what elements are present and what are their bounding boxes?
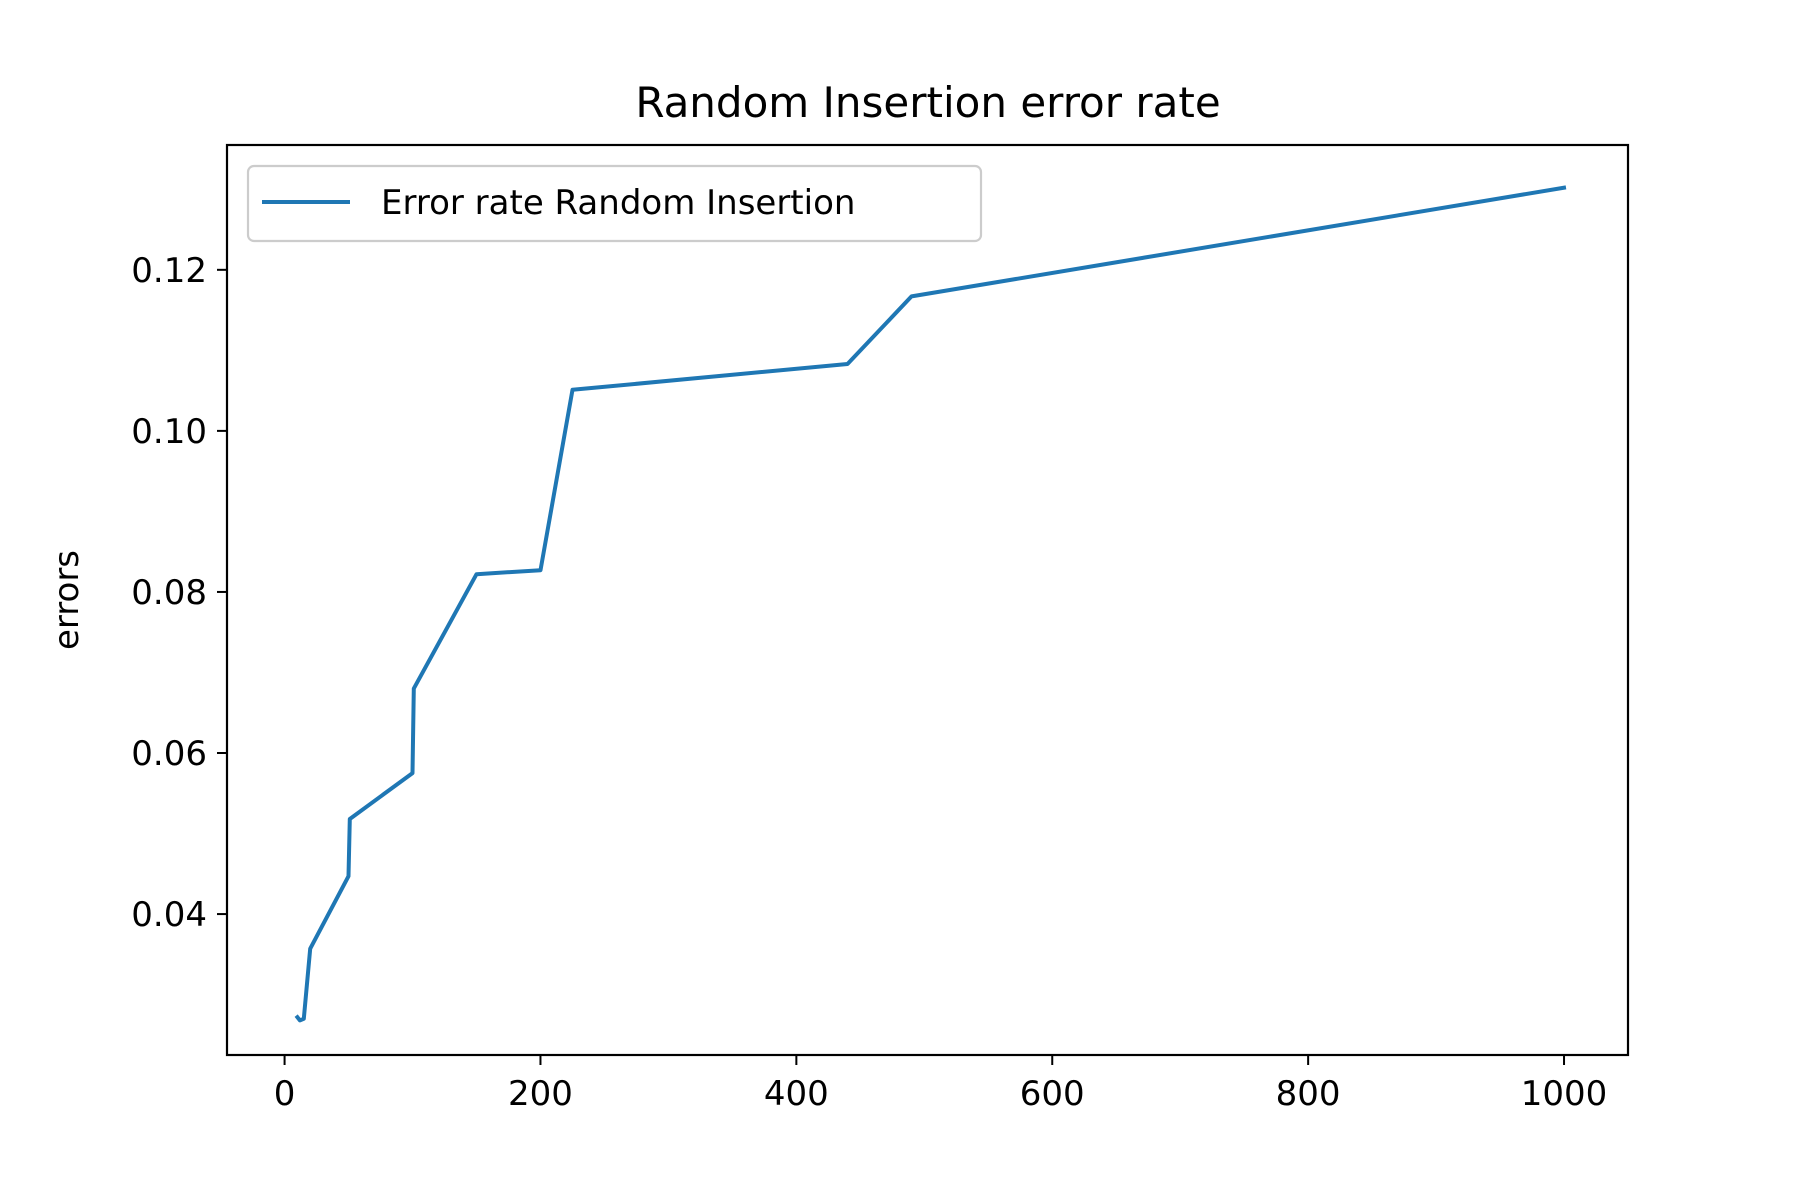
y-tick-label: 0.06 [131, 734, 207, 774]
y-tick-label: 0.04 [131, 895, 207, 935]
x-tick-label: 600 [1020, 1074, 1085, 1114]
x-tick-label: 0 [274, 1074, 296, 1114]
series-line-error-rate [294, 185, 1567, 1023]
x-axis: 0 200 400 600 800 1000 [274, 1055, 1608, 1114]
plot-frame [225, 143, 1630, 1057]
x-tick-label: 1000 [1521, 1074, 1608, 1114]
y-axis-label: errors [47, 550, 87, 650]
legend-label: Error rate Random Insertion [381, 183, 855, 223]
y-axis: 0.04 0.06 0.08 0.10 0.12 [131, 251, 227, 935]
x-tick-label: 400 [764, 1074, 829, 1114]
legend-box [246, 164, 983, 243]
y-tick-label: 0.10 [131, 412, 207, 452]
y-tick-label: 0.08 [131, 573, 207, 613]
y-tick-label: 0.12 [131, 251, 207, 291]
x-tick-label: 800 [1276, 1074, 1341, 1114]
legend: Error rate Random Insertion [246, 164, 983, 243]
chart-title: Random Insertion error rate [635, 78, 1220, 127]
x-tick-label: 200 [508, 1074, 573, 1114]
